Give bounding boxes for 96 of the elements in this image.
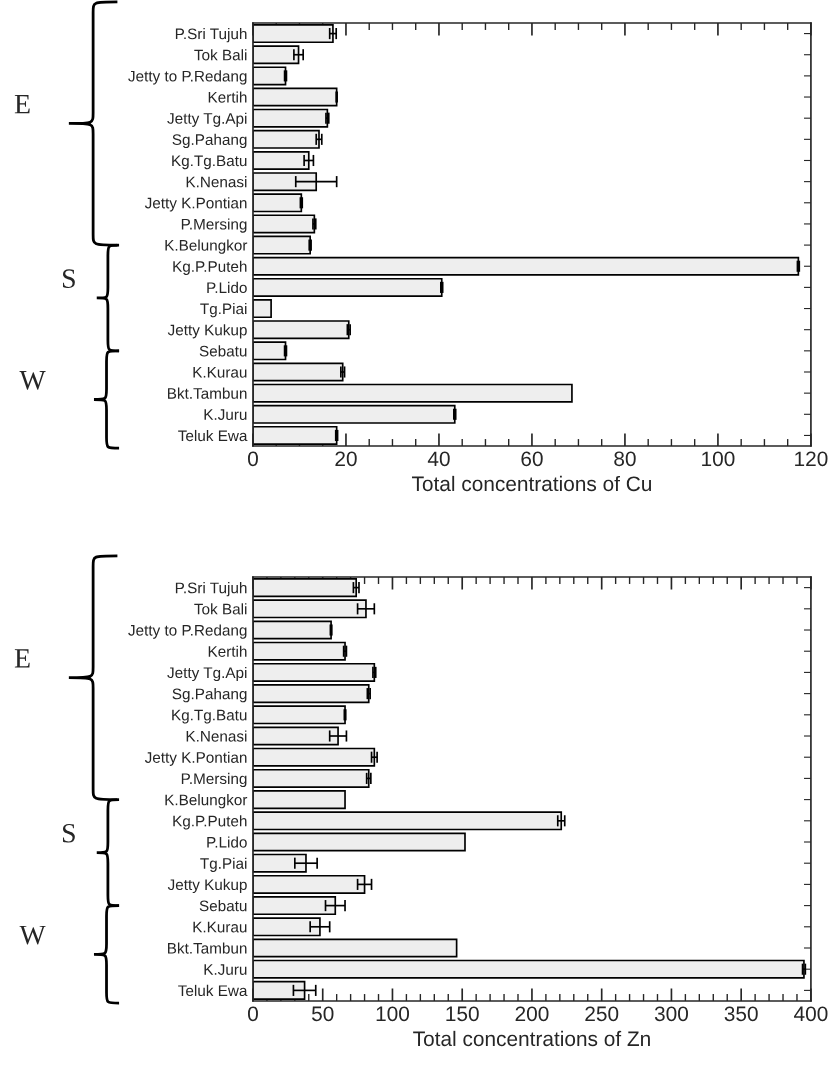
bar [252,641,346,661]
x-tick-label: 80 [614,451,636,467]
y-tick-label: K.Juru [204,964,247,975]
bar [252,425,338,445]
y-tick-label: Tok Bali [194,49,247,61]
text: W [19,925,46,945]
bar [252,108,329,128]
x-tick-label: 150 [446,1006,479,1022]
x-tick-label: 250 [585,1006,619,1022]
y-tick-label: Kertih [208,645,247,657]
x-axis-title: Total concentrations of Cu [411,475,651,492]
x-axis-title: Total concentrations of Zn [413,1030,650,1047]
bar [252,45,300,65]
y-tick-label: Teluk Ewa [178,984,248,997]
bar [252,790,346,810]
y-tick-label: P.Mersing [181,218,247,233]
bar [252,87,338,107]
bar [252,320,350,340]
bar [252,705,346,725]
x-tick-label: 100 [702,451,735,467]
bar [252,684,370,704]
bar [252,938,458,958]
bar [252,747,376,767]
x-tick-label: 300 [654,1006,688,1022]
y-tick-label: Jetty to P.Redang [128,70,247,85]
y-tick-label: Jetty K.Pontian [144,751,247,766]
y-tick-label: P.Mersing [181,772,247,788]
y-tick-label: Kg.Tg.Batu [172,155,247,170]
x-tick-label: 350 [724,1006,758,1022]
y-tick-label: P.Lido [207,836,247,848]
x-tick-label: 100 [376,1006,410,1022]
y-tick-label: K.Nenasi [186,730,247,742]
y-tick-label: Jetty to P.Redang [128,624,247,639]
bar [252,383,573,403]
bar [252,811,563,831]
y-tick-label: Jetty K.Pontian [144,197,247,212]
x-tick-label: 200 [515,1006,549,1022]
y-tick-label: Teluk Ewa [178,429,248,442]
y-tick-label: P.Sri Tujuh [175,582,247,597]
text: W [19,371,46,390]
y-tick-label: Bkt.Tambun [168,387,247,399]
y-tick-label: Sg.Pahang [172,133,247,149]
y-tick-label: Jetty Tg.Api [167,112,247,127]
bar [252,193,303,213]
bar [252,404,456,424]
bar [252,832,466,852]
x-tick-label: 400 [794,1006,828,1022]
x-tick-label: 60 [521,451,543,467]
y-tick-label: Jetty Tg.Api [167,666,247,682]
bar [252,256,800,276]
x-tick-label: 0 [247,1006,258,1022]
x-tick-label: 40 [427,451,450,467]
bar [252,235,311,255]
y-tick-label: Sebatu [199,900,247,912]
bar [252,150,310,170]
y-tick-label: K.Belungkor [165,794,248,809]
y-tick-label: P.Sri Tujuh [175,28,247,43]
y-tick-label: Tg.Piai [200,303,247,318]
y-tick-label: K.Belungkor [165,239,248,254]
y-tick-label: Kg.P.Puteh [173,260,247,275]
y-tick-label: Kg.P.Puteh [173,815,247,830]
text: E [14,95,30,114]
x-tick-label: 0 [247,451,258,467]
y-tick-label: Kg.Tg.Batu [172,709,247,724]
bar [252,129,320,149]
y-tick-label: K.Juru [204,409,247,420]
bar [252,341,287,361]
bar [252,24,334,44]
x-tick-label: 50 [311,1006,334,1022]
y-tick-label: Tok Bali [194,603,247,615]
y-tick-label: Kertih [208,91,247,103]
bar [252,768,370,788]
y-tick-label: Sg.Pahang [172,688,247,703]
bar [252,277,443,297]
y-tick-label: K.Kurau [193,921,247,933]
y-tick-label: Jetty Kukup [167,324,247,339]
y-tick-label: P.Lido [207,281,247,294]
bar [252,578,358,598]
x-tick-label: 120 [795,451,828,467]
y-tick-label: K.Nenasi [186,176,247,188]
y-tick-label: Sebatu [199,345,247,357]
text: S [62,269,75,288]
bar [252,662,376,682]
bar [252,959,805,979]
text: S [62,823,75,843]
bar [252,66,287,86]
y-tick-label: Jetty Kukup [167,878,247,894]
bar [252,362,344,382]
text: E [14,649,30,668]
bar [252,214,316,234]
x-tick-label: 20 [335,451,357,467]
y-tick-label: Tg.Piai [200,857,247,872]
bar [252,620,332,640]
y-tick-label: K.Kurau [193,367,247,378]
y-tick-label: Bkt.Tambun [168,942,247,954]
bar [252,299,272,319]
